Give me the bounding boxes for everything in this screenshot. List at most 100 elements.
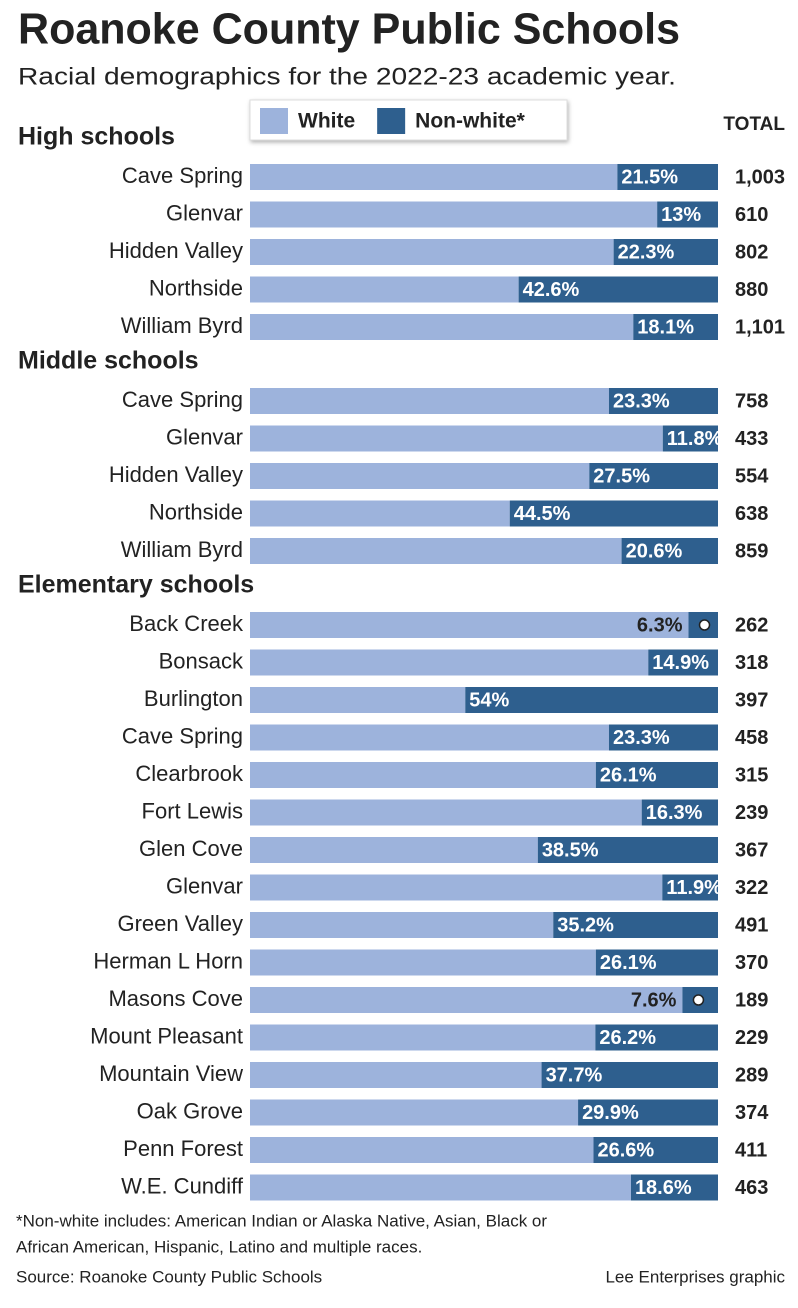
group-heading: Middle schools — [18, 347, 199, 375]
value-label: 18.6% — [635, 1177, 692, 1199]
bar-segment — [465, 687, 718, 713]
total-label: 554 — [735, 465, 769, 487]
total-label: 610 — [735, 204, 768, 226]
category-label: Green Valley — [117, 911, 243, 936]
bar-segment — [250, 500, 510, 527]
bar-segment — [250, 837, 538, 863]
bar-segment — [578, 1099, 718, 1126]
bar-segment — [589, 463, 718, 489]
footnote: *Non-white includes: American Indian or … — [16, 1211, 547, 1230]
total-header: TOTAL — [723, 114, 785, 135]
source: Source: Roanoke County Public Schools — [16, 1267, 322, 1286]
bar-segment — [608, 724, 718, 751]
total-label: 322 — [735, 877, 768, 899]
bar-segment — [250, 1024, 596, 1051]
bar-segment — [250, 762, 596, 788]
bar-segment — [617, 164, 718, 190]
total-label: 411 — [735, 1139, 767, 1161]
bar-segment — [250, 1062, 542, 1088]
group-heading: High schools — [18, 123, 175, 151]
total-label: 758 — [735, 390, 768, 412]
total-label: 318 — [735, 652, 768, 674]
category-label: Glen Cove — [139, 836, 243, 861]
value-label: 18.1% — [637, 316, 694, 338]
category-label: Back Creek — [129, 611, 244, 636]
footnote: African American, Hispanic, Latino and m… — [16, 1237, 422, 1256]
callout-dot — [698, 619, 711, 631]
legend-label: Non-white* — [415, 110, 525, 133]
value-label: 22.3% — [618, 241, 675, 263]
total-label: 802 — [735, 241, 768, 263]
legend-box — [249, 99, 568, 141]
credit: Lee Enterprises graphic — [605, 1267, 785, 1286]
total-label: 374 — [735, 1102, 769, 1124]
total-label: 491 — [735, 914, 768, 936]
value-label: 6.3% — [637, 614, 683, 636]
bar-segment — [608, 388, 718, 414]
total-label: 458 — [735, 727, 768, 749]
bar-segment — [250, 874, 663, 901]
bar-segment — [630, 1174, 718, 1201]
bar-segment — [633, 314, 718, 340]
value-label: 20.6% — [626, 540, 683, 562]
category-label: Burlington — [144, 686, 243, 711]
value-label: 26.1% — [600, 952, 657, 974]
bar-segment — [595, 762, 718, 788]
value-label: 26.6% — [598, 1139, 655, 1161]
total-label: 262 — [735, 614, 768, 636]
bar-segment — [250, 949, 596, 976]
value-label: 35.2% — [557, 914, 614, 936]
value-label: 42.6% — [523, 279, 580, 301]
value-label: 7.6% — [631, 989, 677, 1011]
total-label: 1,003 — [735, 166, 785, 188]
bar-segment — [250, 987, 683, 1013]
category-label: Masons Cove — [108, 986, 243, 1011]
category-label: William Byrd — [121, 313, 243, 338]
bar-segment — [509, 500, 718, 527]
total-label: 239 — [735, 802, 768, 824]
bar-segment — [595, 949, 718, 976]
bar-segment — [250, 1099, 579, 1126]
bar-segment — [541, 1062, 718, 1088]
value-label: 37.7% — [546, 1064, 603, 1086]
bar-segment — [662, 874, 718, 901]
bar-segment — [250, 276, 519, 303]
category-label: W.E. Cundiff — [121, 1173, 244, 1198]
category-label: Cave Spring — [122, 387, 243, 412]
bar-segment — [593, 1137, 718, 1163]
category-label: Cave Spring — [122, 723, 243, 748]
group-heading: Elementary schools — [18, 571, 254, 599]
legend-swatch — [260, 108, 288, 134]
category-label: Clearbrook — [135, 761, 244, 786]
value-label: 13% — [661, 204, 701, 226]
category-label: Mountain View — [99, 1061, 243, 1086]
category-label: Hidden Valley — [109, 462, 243, 487]
category-label: Oak Grove — [137, 1098, 243, 1123]
category-label: Northside — [149, 275, 243, 300]
bar-segment — [662, 425, 718, 452]
total-label: 463 — [735, 1177, 768, 1199]
total-label: 315 — [735, 764, 768, 786]
total-label: 638 — [735, 503, 768, 525]
bar-segment — [250, 1174, 631, 1201]
value-label: 54% — [469, 689, 509, 711]
bar-segment — [518, 276, 718, 303]
legend-label: White — [298, 110, 355, 133]
value-label: 26.2% — [599, 1027, 656, 1049]
bar-segment — [250, 724, 609, 751]
bar-segment — [595, 1024, 718, 1051]
bar-segment — [537, 837, 718, 863]
value-label: 21.5% — [621, 166, 678, 188]
bar-segment — [250, 649, 649, 676]
category-label: Herman L Horn — [93, 948, 243, 973]
bar-segment — [250, 538, 622, 564]
category-label: Glenvar — [166, 424, 243, 449]
total-label: 229 — [735, 1027, 768, 1049]
legend-swatch — [377, 108, 406, 134]
bar-segment — [657, 201, 718, 228]
category-label: Fort Lewis — [142, 798, 243, 823]
total-label: 880 — [735, 279, 768, 301]
bar-segment — [250, 314, 634, 340]
total-label: 189 — [735, 989, 768, 1011]
